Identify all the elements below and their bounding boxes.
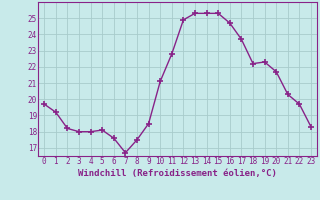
X-axis label: Windchill (Refroidissement éolien,°C): Windchill (Refroidissement éolien,°C)	[78, 169, 277, 178]
